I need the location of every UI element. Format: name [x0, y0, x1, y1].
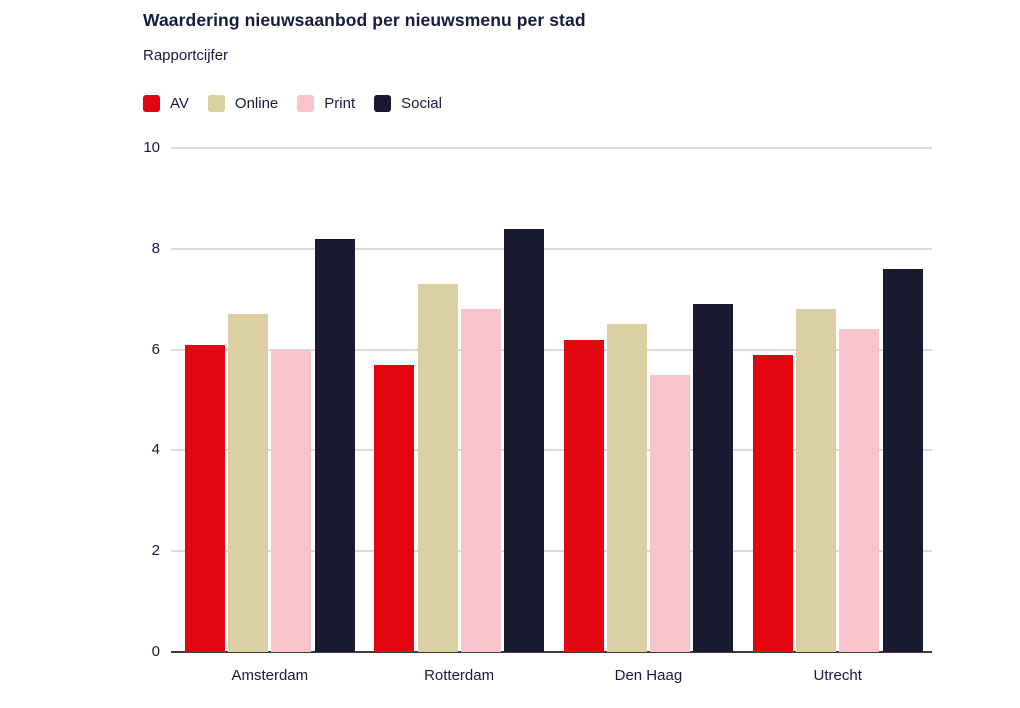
y-axis-tick-label-10: 10: [143, 139, 160, 156]
bar-rotterdam-av: [374, 364, 415, 652]
bar-utrecht-social: [882, 268, 923, 652]
gridline-2: [171, 550, 932, 553]
legend-item-social: Social: [374, 95, 442, 112]
bar-rotterdam-online: [417, 284, 458, 652]
bar-den-haag-social: [693, 304, 734, 652]
legend-label: Social: [401, 95, 442, 112]
bar-amsterdam-social: [314, 238, 355, 652]
legend-swatch-av: [143, 95, 160, 112]
y-axis-tick-label-8: 8: [151, 239, 160, 257]
x-axis-label-rotterdam: Rotterdam: [424, 667, 495, 684]
bar-rotterdam-print: [460, 309, 501, 652]
bar-utrecht-print: [839, 329, 880, 652]
legend-item-av: AV: [143, 95, 189, 112]
chart-subtitle: Rapportcijfer: [143, 47, 229, 64]
bar-utrecht-av: [752, 354, 793, 652]
bar-utrecht-online: [796, 309, 837, 652]
y-axis-tick-label-6: 6: [151, 340, 160, 358]
legend-swatch-online: [207, 95, 225, 112]
legend-item-online: Online: [207, 95, 279, 112]
x-axis-label-utrecht: Utrecht: [813, 667, 862, 684]
x-axis-label-amsterdam: Amsterdam: [231, 667, 309, 684]
gridline-8: [171, 247, 932, 250]
bar-amsterdam-av: [185, 344, 225, 652]
chart-legend: AV Online Print Social: [143, 95, 461, 112]
bar-amsterdam-print: [271, 349, 312, 652]
x-axis-label-den-haag: Den Haag: [614, 667, 683, 684]
legend-label: AV: [170, 95, 189, 112]
gridline-10: [171, 147, 932, 149]
bar-den-haag-av: [563, 339, 604, 652]
chart-title: Waardering nieuwsaanbod per nieuwsmenu p…: [143, 10, 586, 30]
legend-swatch-print: [297, 95, 315, 112]
gridline-6: [171, 348, 932, 351]
x-axis-baseline: [171, 651, 932, 653]
legend-item-print: Print: [297, 95, 355, 112]
y-axis-tick-label-4: 4: [151, 441, 160, 459]
bar-den-haag-print: [650, 374, 690, 652]
legend-label: Print: [324, 95, 356, 112]
bar-rotterdam-social: [503, 228, 544, 652]
legend-swatch-social: [374, 95, 392, 112]
gridline-4: [171, 449, 932, 452]
y-axis-tick-label-2: 2: [151, 542, 160, 560]
y-axis-tick-label-0: 0: [151, 643, 160, 660]
legend-label: Online: [234, 95, 279, 112]
bar-den-haag-online: [606, 324, 647, 652]
bar-amsterdam-online: [228, 314, 269, 652]
